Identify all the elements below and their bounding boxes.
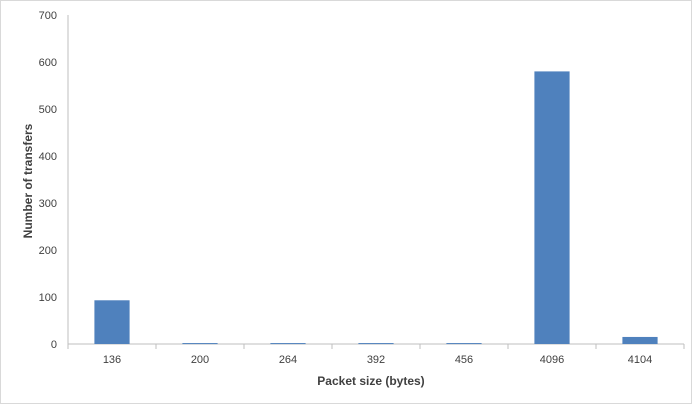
- y-tick-label: 300: [39, 198, 57, 210]
- bar-200: [182, 343, 218, 345]
- bar-264: [270, 343, 306, 345]
- y-tick-label: 500: [39, 104, 57, 116]
- x-axis-ticks: [67, 344, 685, 349]
- y-axis-title: Number of transfers: [21, 123, 35, 238]
- bar-456: [446, 343, 482, 345]
- x-tick-label: 200: [191, 354, 209, 366]
- y-tick-label: 200: [39, 245, 57, 257]
- x-tick-label: 264: [279, 354, 297, 366]
- bar-4104: [622, 336, 658, 344]
- y-tick-label: 100: [39, 292, 57, 304]
- bar-136: [94, 300, 130, 344]
- y-axis-tick-labels: 0 100 200 300 400 500 600 700: [39, 10, 57, 351]
- x-tick-label: 456: [455, 354, 473, 366]
- x-tick-label: 4096: [540, 354, 564, 366]
- bar-392: [358, 343, 394, 345]
- x-axis-title: Packet size (bytes): [317, 374, 424, 388]
- y-tick-label: 0: [51, 339, 57, 351]
- bar-4096: [534, 71, 570, 345]
- x-tick-label: 392: [367, 354, 385, 366]
- y-tick-label: 600: [39, 57, 57, 69]
- bars: [94, 71, 658, 345]
- y-tick-label: 400: [39, 151, 57, 163]
- x-tick-label: 4104: [628, 354, 652, 366]
- x-tick-label: 136: [103, 354, 121, 366]
- y-tick-label: 700: [39, 10, 57, 22]
- x-axis-tick-labels: 136 200 264 392 456 4096 4104: [103, 354, 652, 366]
